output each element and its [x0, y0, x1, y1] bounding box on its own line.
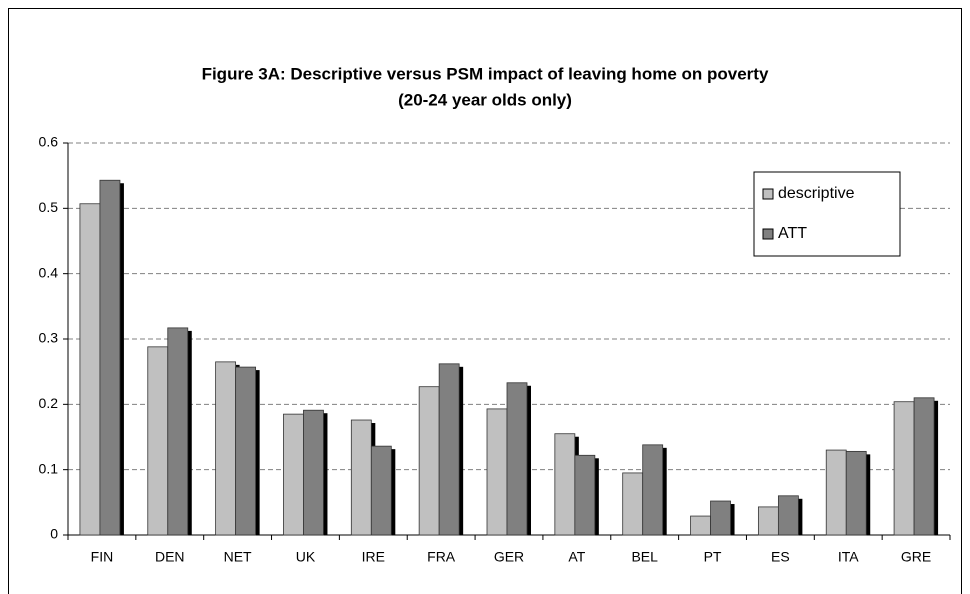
legend-swatch	[762, 188, 774, 200]
bar	[350, 419, 372, 536]
bar	[690, 515, 711, 536]
x-tick-label: FRA	[427, 549, 456, 565]
bar	[215, 361, 237, 536]
y-tick-label: 0.1	[39, 460, 59, 476]
bar	[913, 397, 935, 536]
x-tick-label: BEL	[631, 549, 658, 565]
x-tick-label: IRE	[362, 549, 385, 565]
x-tick-label: FIN	[91, 549, 114, 565]
bar	[757, 506, 779, 536]
legend-label: ATT	[778, 225, 807, 242]
bar	[283, 413, 304, 536]
x-tick-label: GER	[494, 549, 524, 565]
legend-swatch	[762, 228, 774, 240]
bar	[622, 472, 644, 536]
x-tick-label: NET	[224, 549, 252, 565]
x-tick-label: DEN	[155, 549, 185, 565]
y-tick-label: 0.4	[39, 264, 59, 280]
y-tick-label: 0	[50, 526, 58, 542]
y-tick-label: 0.3	[39, 330, 59, 346]
chart-title: Figure 3A: Descriptive versus PSM impact…	[202, 64, 769, 83]
x-tick-label: UK	[296, 549, 316, 565]
x-tick-label: ITA	[838, 549, 859, 565]
bar	[370, 445, 392, 536]
bar	[825, 449, 847, 536]
chart-title: (20-24 year olds only)	[398, 90, 572, 109]
bar	[79, 203, 101, 536]
bar	[235, 366, 257, 536]
bar	[438, 363, 460, 536]
legend-label: descriptive	[778, 185, 855, 202]
bar	[845, 450, 867, 536]
y-tick-label: 0.2	[39, 395, 59, 411]
x-tick-label: ES	[771, 549, 790, 565]
bar	[303, 409, 324, 536]
y-tick-label: 0.5	[39, 199, 59, 215]
bar	[642, 444, 664, 536]
bar	[418, 386, 440, 536]
x-tick-label: PT	[704, 549, 722, 565]
bar	[777, 495, 799, 536]
x-tick-label: AT	[568, 549, 585, 565]
bar	[167, 327, 189, 536]
y-tick-label: 0.6	[39, 134, 59, 150]
bar	[99, 179, 121, 536]
bar	[574, 454, 596, 536]
x-tick-label: GRE	[901, 549, 931, 565]
legend-box	[753, 171, 901, 257]
bar	[147, 346, 169, 536]
bar	[486, 408, 508, 536]
bar	[554, 433, 576, 536]
bar	[506, 382, 528, 536]
bar	[710, 500, 731, 536]
bar	[893, 401, 915, 536]
